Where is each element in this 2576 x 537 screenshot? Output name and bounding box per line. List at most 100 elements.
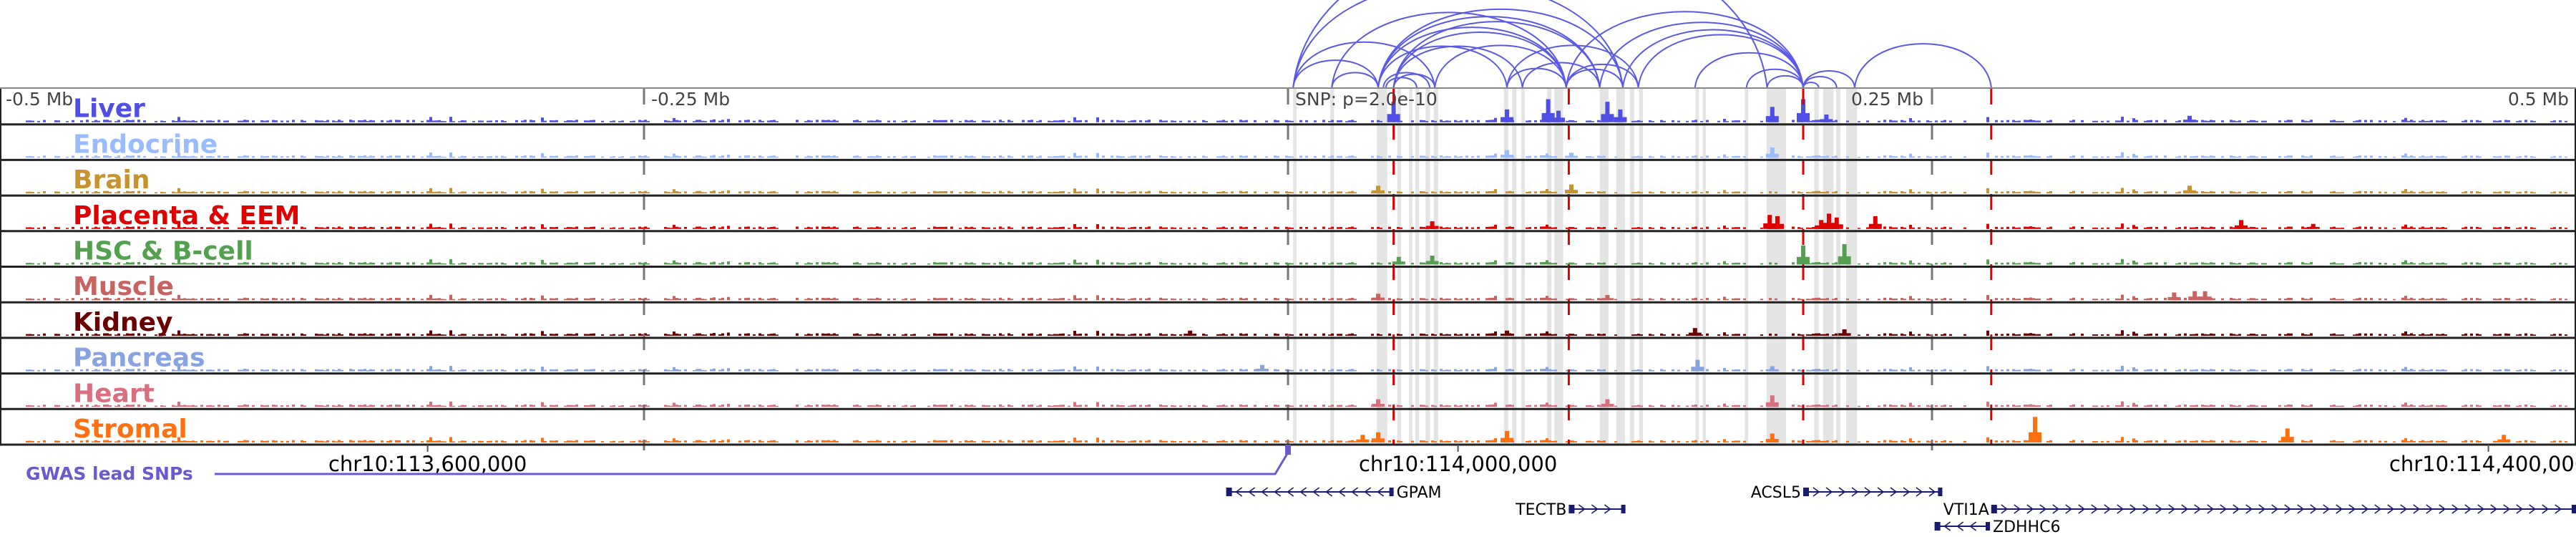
signal-bar xyxy=(1491,190,1494,194)
signal-bar xyxy=(704,156,707,158)
signal-bar xyxy=(381,155,384,158)
signal-bar xyxy=(1305,334,1308,336)
signal-bar xyxy=(1371,369,1374,372)
signal-bar xyxy=(727,403,730,407)
signal-bar xyxy=(2310,404,2313,407)
signal-bar xyxy=(1591,121,1594,122)
signal-bar xyxy=(286,191,289,194)
signal-bar xyxy=(638,120,641,122)
signal-bar xyxy=(630,263,633,265)
signal-bar xyxy=(2101,156,2104,158)
signal-bar xyxy=(1371,334,1374,336)
signal-bar xyxy=(2421,369,2424,372)
signal-bar xyxy=(1053,263,1056,265)
signal-bar xyxy=(1119,156,1122,158)
signal-bar xyxy=(2338,369,2341,372)
signal-bar xyxy=(369,298,372,301)
signal-bar xyxy=(2032,226,2035,229)
signal-bar xyxy=(936,155,939,158)
signal-bar xyxy=(1826,440,1829,442)
signal-bar xyxy=(1706,333,1709,336)
signal-bar xyxy=(72,262,74,265)
signal-bar xyxy=(2006,298,2009,301)
signal-bar xyxy=(564,369,567,372)
signal-bar xyxy=(29,405,31,407)
signal-bar xyxy=(2015,120,2018,122)
signal-bar xyxy=(1305,191,1308,194)
signal-bar xyxy=(1254,334,1257,336)
signal-bar xyxy=(693,299,696,301)
signal-bar xyxy=(132,333,135,336)
signal-bar xyxy=(1603,191,1606,194)
signal-bar xyxy=(2178,120,2181,122)
signal-bar xyxy=(973,156,976,158)
signal-bar xyxy=(2404,437,2407,442)
signal-bar xyxy=(1171,440,1174,442)
signal-bar xyxy=(318,369,321,372)
signal-bar xyxy=(129,155,132,158)
signal-bar xyxy=(1096,295,1099,301)
signal-bar xyxy=(1454,262,1457,265)
signal-bar xyxy=(1692,120,1694,122)
signal-bar xyxy=(1411,191,1414,194)
signal-bar xyxy=(902,228,904,229)
signal-bar xyxy=(761,192,764,194)
signal-bar xyxy=(1883,404,1886,407)
signal-bar xyxy=(552,298,555,301)
signal-peak xyxy=(1541,112,1555,122)
signal-bar xyxy=(2107,405,2109,407)
signal-bar xyxy=(452,228,455,229)
signal-bar xyxy=(667,334,670,336)
signal-bar xyxy=(1440,262,1443,265)
signal-bar xyxy=(1340,334,1342,336)
signal-bar xyxy=(2201,226,2204,229)
signal-bar xyxy=(1111,369,1113,372)
signal-bar xyxy=(601,156,604,158)
signal-bar xyxy=(1663,299,1666,301)
signal-bar xyxy=(807,226,810,229)
signal-bar xyxy=(718,441,721,442)
signal-bar xyxy=(2479,299,2482,301)
signal-bar xyxy=(2253,298,2255,301)
signal-bar xyxy=(2436,155,2439,158)
signal-bar xyxy=(1660,262,1663,265)
signal-bar xyxy=(770,262,773,265)
signal-bar xyxy=(776,156,779,158)
signal-bar xyxy=(856,404,859,407)
signal-bar xyxy=(1397,369,1400,372)
signal-bar xyxy=(175,441,177,442)
signal-bar xyxy=(1546,189,1548,194)
signal-bar xyxy=(584,120,587,122)
signal-bar xyxy=(1231,440,1234,442)
signal-bar xyxy=(572,191,575,194)
signal-bar xyxy=(1995,155,1998,158)
signal-bar xyxy=(323,156,326,158)
signal-bar xyxy=(1039,405,1042,407)
signal-bar xyxy=(2413,192,2416,194)
signal-bar xyxy=(1511,262,1514,265)
signal-bar xyxy=(332,120,335,122)
signal-bar xyxy=(1128,334,1131,336)
signal-bar xyxy=(464,120,467,122)
signal-bar xyxy=(2069,334,2072,336)
signal-bar xyxy=(1425,441,1428,442)
signal-bar xyxy=(195,192,197,194)
signal-bar xyxy=(192,155,195,158)
signal-bar xyxy=(753,369,756,372)
signal-bar xyxy=(1068,228,1070,229)
signal-bar xyxy=(2035,227,2038,229)
signal-bar xyxy=(381,191,384,194)
signal-bar xyxy=(266,262,269,265)
signal-bar xyxy=(2178,440,2181,442)
signal-bar xyxy=(1102,369,1105,372)
signal-bar xyxy=(2212,120,2215,122)
signal-track-heart xyxy=(26,395,2567,407)
signal-bar xyxy=(2530,405,2533,407)
signal-bar xyxy=(2410,262,2413,265)
signal-bar xyxy=(2421,262,2424,265)
signal-bar xyxy=(1380,263,1382,265)
signal-bar xyxy=(1692,298,1694,301)
signal-bar xyxy=(1792,369,1795,372)
signal-peak xyxy=(1873,216,1878,229)
signal-bar xyxy=(1048,120,1050,122)
